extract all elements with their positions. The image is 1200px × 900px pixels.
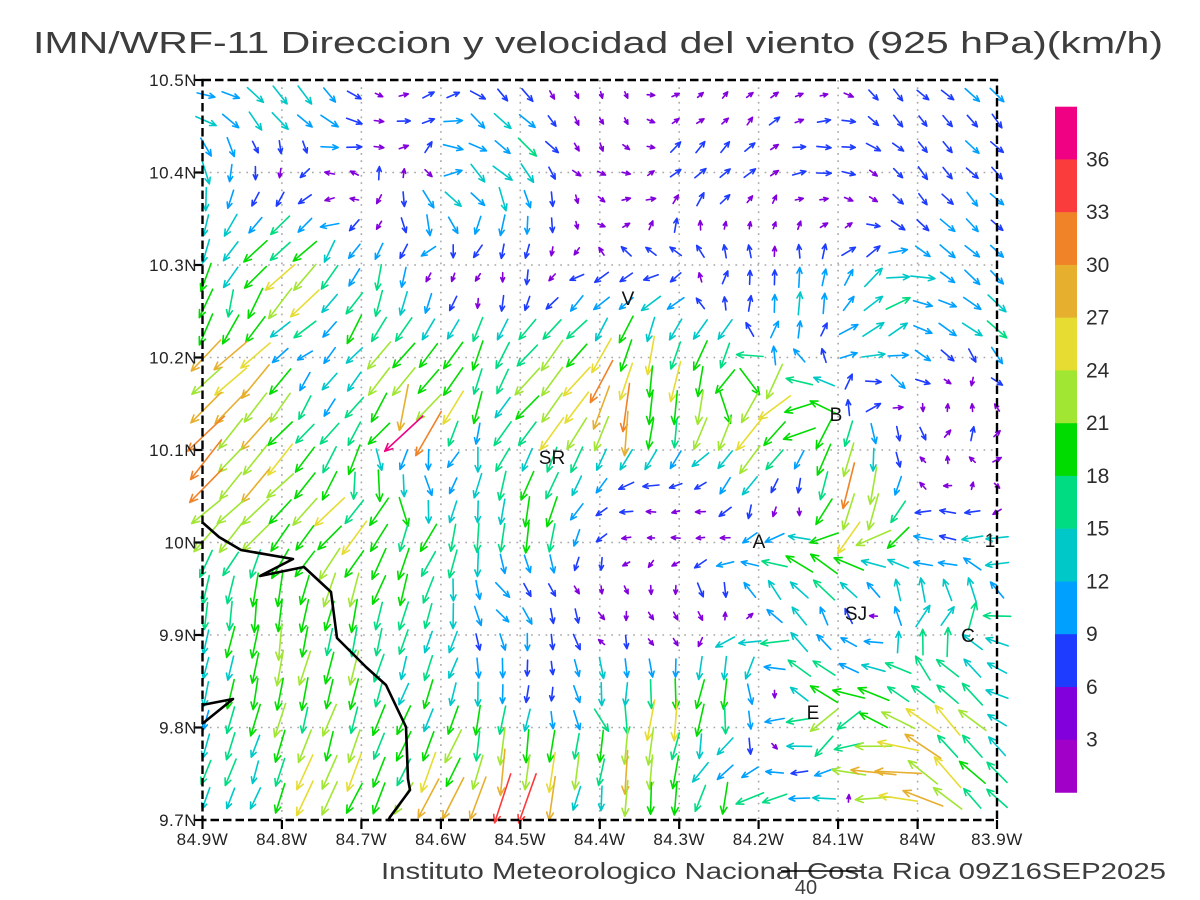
svg-text:84.8W: 84.8W (256, 830, 308, 849)
svg-text:12: 12 (1086, 571, 1109, 594)
svg-text:84.5W: 84.5W (494, 830, 546, 849)
svg-text:B: B (830, 405, 843, 426)
svg-text:Instituto Meteorologico Nacion: Instituto Meteorologico Nacional Costa R… (381, 858, 1166, 884)
svg-text:10.4N: 10.4N (149, 164, 197, 183)
svg-text:9: 9 (1086, 623, 1098, 646)
svg-text:V: V (622, 289, 635, 310)
svg-text:27: 27 (1086, 307, 1109, 330)
svg-text:84.2W: 84.2W (733, 830, 785, 849)
svg-text:1: 1 (985, 531, 996, 552)
svg-text:84W: 84W (899, 830, 935, 849)
svg-text:30: 30 (1086, 254, 1109, 277)
svg-text:21: 21 (1086, 412, 1109, 435)
svg-text:10.3N: 10.3N (149, 256, 197, 275)
svg-text:10.2N: 10.2N (149, 349, 197, 368)
svg-text:83.9W: 83.9W (971, 830, 1023, 849)
svg-text:SR: SR (539, 448, 565, 469)
svg-text:84.6W: 84.6W (415, 830, 467, 849)
svg-text:84.3W: 84.3W (653, 830, 705, 849)
svg-text:10.1N: 10.1N (149, 441, 197, 460)
svg-text:9.9N: 9.9N (159, 626, 197, 645)
svg-text:A: A (753, 532, 766, 553)
svg-text:18: 18 (1086, 465, 1109, 488)
svg-text:9.7N: 9.7N (159, 811, 197, 830)
svg-text:10.5N: 10.5N (149, 71, 197, 90)
svg-text:84.7W: 84.7W (336, 830, 388, 849)
svg-text:SJ: SJ (845, 604, 867, 625)
svg-text:6: 6 (1086, 676, 1098, 699)
svg-text:C: C (961, 626, 975, 647)
svg-text:84.1W: 84.1W (812, 830, 864, 849)
svg-text:9.8N: 9.8N (159, 719, 197, 738)
svg-text:3: 3 (1086, 729, 1098, 752)
svg-text:33: 33 (1086, 201, 1109, 224)
svg-text:E: E (807, 703, 820, 724)
svg-text:24: 24 (1086, 359, 1110, 382)
svg-text:10N: 10N (164, 534, 197, 553)
svg-text:84.9W: 84.9W (177, 830, 229, 849)
svg-text:84.4W: 84.4W (574, 830, 626, 849)
svg-text:36: 36 (1086, 148, 1109, 171)
svg-text:IMN/WRF-11 Direccion y velocid: IMN/WRF-11 Direccion y velocidad del vie… (33, 25, 1163, 60)
svg-text:40: 40 (795, 877, 817, 899)
svg-text:15: 15 (1086, 518, 1109, 541)
